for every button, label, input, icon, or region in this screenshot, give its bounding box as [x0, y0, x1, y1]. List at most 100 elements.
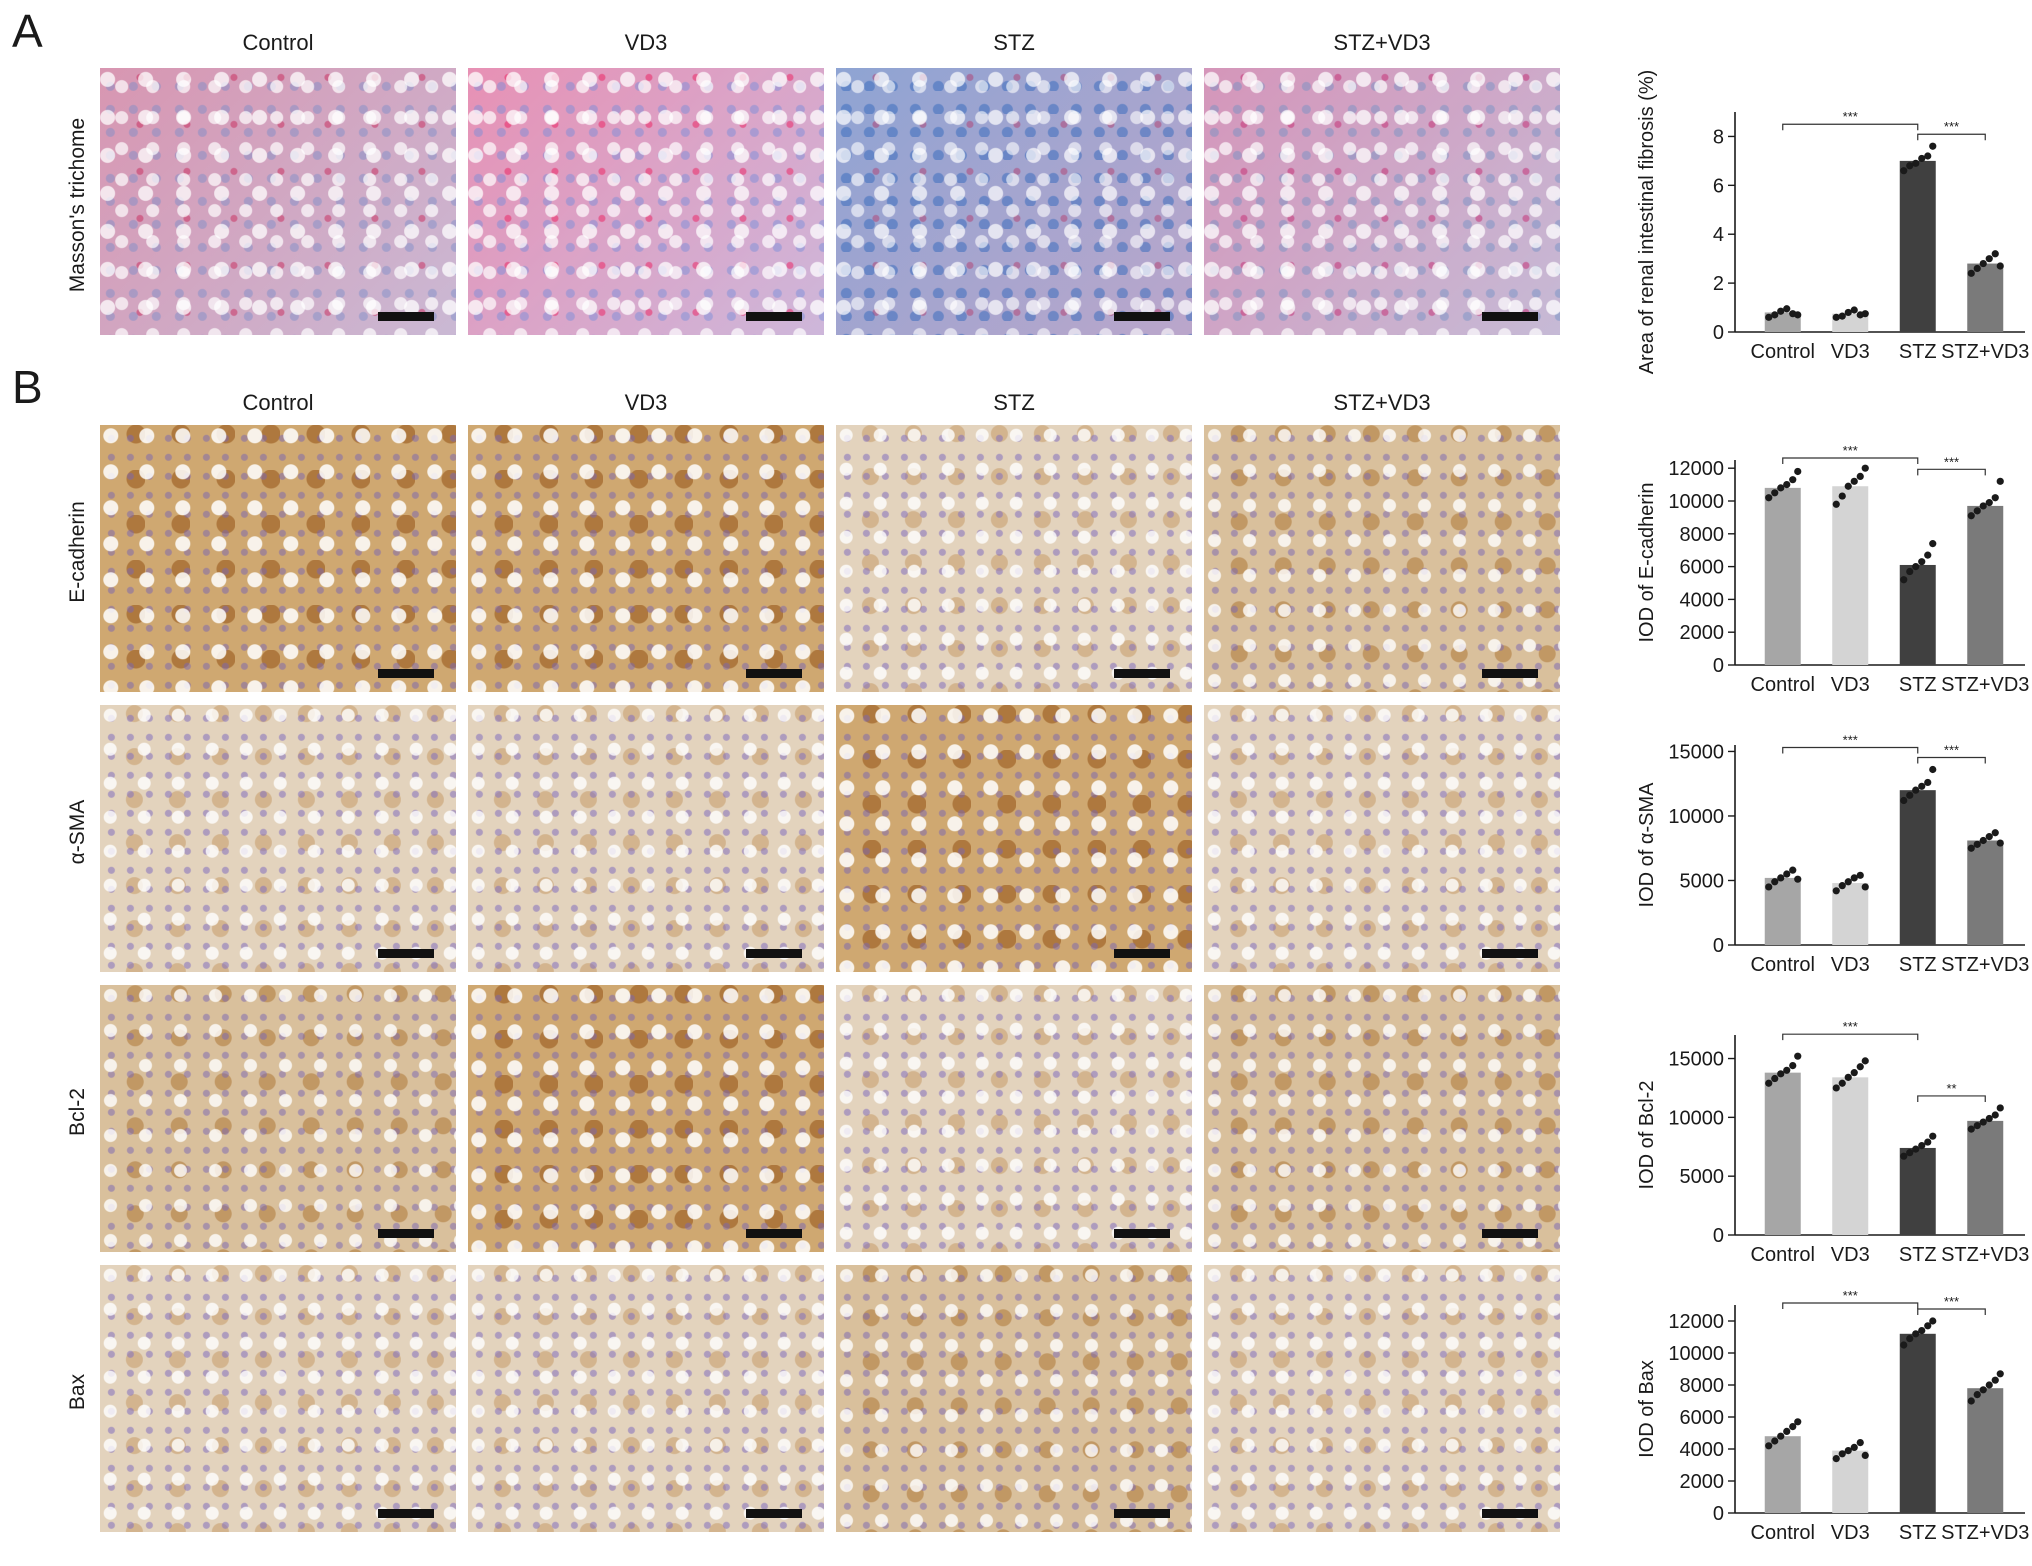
y-tick-label: 5000 [1680, 870, 1725, 892]
data-point [1794, 875, 1802, 883]
data-point [1973, 264, 1981, 273]
data-point [1900, 1341, 1908, 1349]
data-point [1777, 1432, 1785, 1440]
significance-label: *** [1843, 1019, 1858, 1034]
x-tick-label: VD3 [1831, 1522, 1870, 1544]
data-point [1838, 312, 1846, 320]
data-point [1861, 1451, 1869, 1459]
data-point [1906, 567, 1914, 576]
data-point [1794, 1418, 1802, 1426]
data-point [1991, 250, 1999, 258]
significance-label: *** [1843, 733, 1858, 748]
data-point [1777, 874, 1785, 882]
panel-label-a: A [12, 5, 43, 57]
micrograph-e-cadherin-stz-vd3 [1204, 425, 1560, 692]
data-point [1777, 484, 1785, 492]
data-point [1856, 1063, 1864, 1071]
data-point [1996, 1370, 2004, 1378]
y-tick-label: 2 [1713, 273, 1724, 295]
bar-vd3 [1832, 486, 1869, 665]
data-point [1985, 499, 1993, 507]
y-tick-label: 0 [1713, 322, 1724, 344]
data-point [1985, 1114, 1993, 1123]
data-point [1900, 1152, 1908, 1160]
y-tick-label: 15000 [1668, 1049, 1724, 1071]
x-tick-label: VD3 [1831, 1244, 1870, 1266]
bar-stz [1899, 790, 1936, 945]
significance-bracket [1782, 1033, 1919, 1041]
data-point [1906, 791, 1914, 799]
y-tick-label: 10000 [1668, 1107, 1724, 1129]
data-point [1838, 882, 1846, 890]
data-point [1967, 1125, 1975, 1133]
micrograph-bax-stz [836, 1265, 1192, 1532]
data-point [1924, 551, 1932, 559]
data-point [1996, 1104, 2004, 1112]
y-tick-label: 10000 [1668, 491, 1724, 513]
y-tick-label: 4000 [1680, 589, 1725, 611]
significance-bracket [1917, 133, 1986, 141]
data-point [1996, 262, 2004, 270]
data-point [1861, 883, 1869, 891]
data-point [1912, 159, 1920, 167]
col-header-vd3-a: VD3 [624, 30, 668, 55]
data-point [1765, 883, 1773, 891]
scale-bar [746, 669, 802, 678]
row-label-bcl-2: Bcl-2 [66, 1088, 89, 1136]
data-point [1856, 472, 1864, 480]
data-point [1861, 1057, 1869, 1065]
col-header-stz-vd3-b: STZ+VD3 [1333, 390, 1431, 415]
y-tick-label: 6 [1713, 175, 1724, 197]
data-point [1832, 1084, 1840, 1092]
x-tick-label: Control [1751, 1522, 1815, 1544]
x-tick-label: VD3 [1831, 674, 1870, 696]
data-point [1794, 311, 1802, 319]
data-point [1979, 836, 1987, 845]
y-tick-label: 2000 [1680, 1471, 1725, 1493]
significance-bracket [1917, 756, 1986, 764]
bar-control [1764, 487, 1801, 665]
bar-stz-vd3 [1967, 840, 2004, 945]
significance-label: *** [1944, 454, 1959, 469]
data-point [1838, 1450, 1846, 1458]
scale-bar [1482, 1229, 1538, 1238]
x-tick-label: Control [1751, 341, 1815, 363]
col-header-stz-vd3-a: STZ+VD3 [1333, 30, 1431, 55]
data-point [1918, 782, 1926, 790]
scale-bar [1482, 1509, 1538, 1518]
micrograph-alpha-sma-vd3 [468, 705, 824, 972]
x-tick-label: STZ+VD3 [1941, 1522, 2029, 1544]
data-point [1771, 1074, 1779, 1083]
data-point [1844, 1073, 1852, 1081]
data-point [1967, 844, 1975, 852]
data-point [1771, 311, 1779, 319]
data-point [1929, 1317, 1937, 1325]
x-tick-label: STZ+VD3 [1941, 341, 2029, 363]
data-point [1924, 1138, 1932, 1146]
micrograph-bax-control [100, 1265, 456, 1532]
scale-bar [1114, 669, 1170, 678]
data-point [1991, 829, 1999, 837]
data-point [1912, 786, 1920, 794]
micrograph-bcl-2-vd3 [468, 985, 824, 1252]
micrograph-e-cadherin-vd3 [468, 425, 824, 692]
data-point [1832, 500, 1840, 508]
data-point [1771, 1437, 1779, 1445]
x-tick-label: STZ+VD3 [1941, 954, 2029, 976]
micrograph-alpha-sma-control [100, 705, 456, 972]
x-tick-label: STZ [1899, 341, 1937, 363]
y-tick-label: 12000 [1668, 458, 1724, 480]
data-point [1918, 558, 1926, 566]
significance-bracket [1782, 123, 1919, 131]
data-point [1850, 874, 1858, 882]
data-point [1771, 878, 1779, 886]
scale-bar [378, 949, 434, 958]
data-point [1929, 1132, 1937, 1140]
data-point [1973, 1391, 1981, 1399]
data-point [1856, 871, 1864, 879]
data-point [1912, 563, 1920, 571]
y-tick-label: 15000 [1668, 741, 1724, 763]
data-point [1967, 512, 1975, 520]
micrograph-alpha-sma-stz [836, 705, 1192, 972]
y-axis-label: Area of renal intestinal fibrosis (%) [1636, 70, 1658, 375]
